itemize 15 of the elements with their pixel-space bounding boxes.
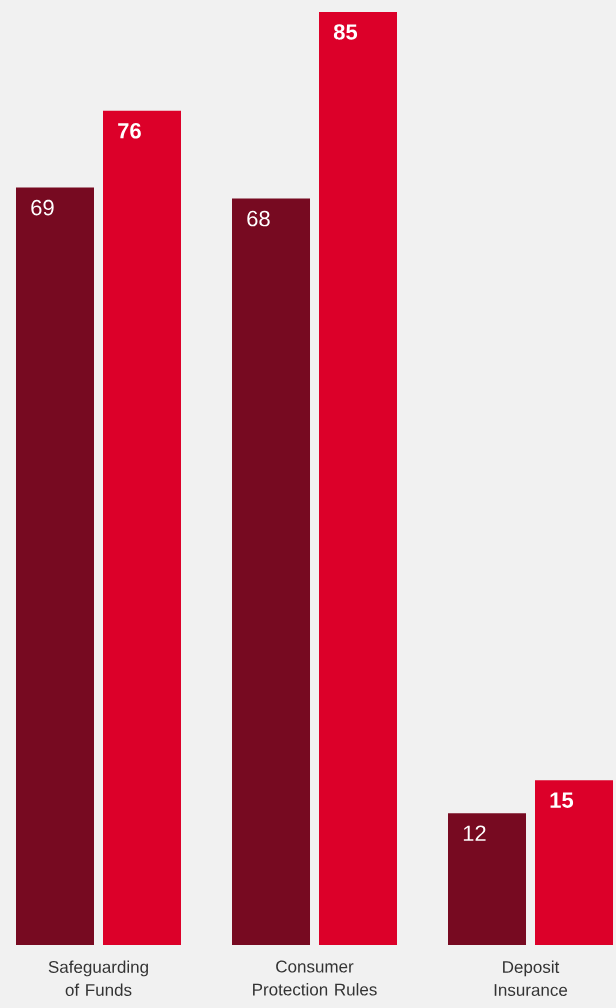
data-label: 15 [550, 792, 574, 808]
bar [232, 198, 310, 945]
bar [535, 780, 613, 945]
data-label: 85 [333, 24, 358, 40]
x-tick-label: Safeguarding of Funds [48, 960, 148, 997]
x-tick-label: Deposit Insurance [494, 960, 568, 997]
bar [103, 110, 181, 945]
data-label: 68 [247, 210, 270, 227]
x-tick-label: Consumer Protection Rules [253, 960, 377, 996]
data-label: 12 [463, 825, 486, 841]
bar [16, 187, 94, 945]
bar [448, 813, 526, 945]
bar [319, 11, 397, 945]
data-label: 76 [118, 122, 141, 139]
data-label: 69 [31, 199, 54, 216]
